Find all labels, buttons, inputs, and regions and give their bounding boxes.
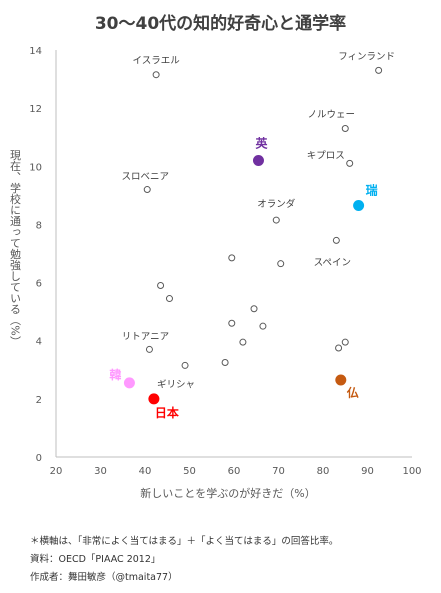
- highlight-point: [148, 393, 160, 405]
- y-tick-label: 14: [29, 46, 42, 57]
- highlight-label: 英: [255, 135, 268, 150]
- x-axis-title: 新しいことを学ぶのが好きだ（%）: [140, 486, 315, 500]
- point-label: オランダ: [257, 198, 296, 210]
- y-tick-label: 8: [36, 220, 42, 231]
- data-point: [375, 66, 383, 74]
- data-point: [239, 338, 247, 346]
- highlight-label: 韓: [109, 367, 121, 382]
- data-point: [143, 186, 151, 194]
- highlight-label: 仏: [347, 386, 359, 400]
- data-point: [181, 361, 189, 369]
- data-point: [341, 338, 349, 346]
- data-point: [272, 216, 280, 224]
- data-point: [157, 281, 165, 289]
- point-label: イスラエル: [133, 56, 181, 67]
- data-point: [165, 295, 173, 303]
- y-tick-label: 0: [36, 453, 42, 464]
- point-label: フィンランド: [338, 51, 395, 62]
- x-tick-label: 70: [272, 466, 285, 477]
- data-point: [228, 319, 236, 327]
- x-tick-label: 100: [402, 466, 421, 477]
- x-tick-label: 90: [361, 466, 374, 477]
- x-tick-label: 80: [317, 466, 330, 477]
- y-axis-title: 現在、学校に通って勉強している（%）: [9, 149, 22, 347]
- point-label: ノルウェー: [307, 109, 355, 120]
- highlight-point: [123, 377, 135, 389]
- point-label: リトアニア: [122, 331, 169, 342]
- data-points: [123, 66, 383, 405]
- highlight-point: [252, 154, 264, 166]
- y-tick-label: 10: [29, 162, 42, 173]
- y-tick-label: 6: [36, 279, 42, 290]
- point-label: スペイン: [314, 257, 351, 268]
- highlight-label: 瑞: [366, 183, 378, 198]
- highlight-point: [353, 200, 365, 212]
- y-tick-label: 4: [36, 337, 42, 348]
- data-point: [335, 344, 343, 352]
- data-point: [250, 305, 258, 313]
- data-point: [277, 260, 285, 268]
- point-label: ギリシャ: [157, 379, 195, 390]
- highlight-point: [335, 374, 347, 386]
- point-label: スロベニア: [121, 172, 169, 183]
- x-tick-label: 20: [50, 466, 63, 477]
- data-point: [221, 359, 229, 367]
- data-point: [228, 254, 236, 262]
- x-tick-label: 60: [228, 466, 241, 477]
- axis-note: ＊横軸は、「非常によく当てはまる」＋「よく当てはまる」の回答比率。: [30, 536, 339, 547]
- author-note: 作成者：舞田敏彦（@tmaita77）: [30, 572, 178, 583]
- x-tick-label: 30: [94, 466, 107, 477]
- data-point: [145, 345, 153, 353]
- x-tick-label: 50: [183, 466, 196, 477]
- x-tick-label: 40: [139, 466, 152, 477]
- data-point: [346, 159, 354, 167]
- data-point: [152, 71, 160, 79]
- data-point: [259, 322, 267, 330]
- point-label: キプロス: [307, 150, 345, 161]
- source-note: 資料：OECD「PIAAC 2012」: [30, 554, 161, 565]
- y-tick-label: 2: [36, 395, 42, 406]
- data-point: [332, 236, 340, 244]
- data-point: [341, 124, 349, 132]
- y-tick-label: 12: [29, 104, 42, 115]
- chart-title: 30〜40代の知的好奇心と通学率: [94, 14, 347, 34]
- axes: 20 30 40 50 60 70 80 90 100 0 2 4 6 8 10 12 14: [29, 46, 421, 477]
- highlight-label: 日本: [155, 405, 179, 420]
